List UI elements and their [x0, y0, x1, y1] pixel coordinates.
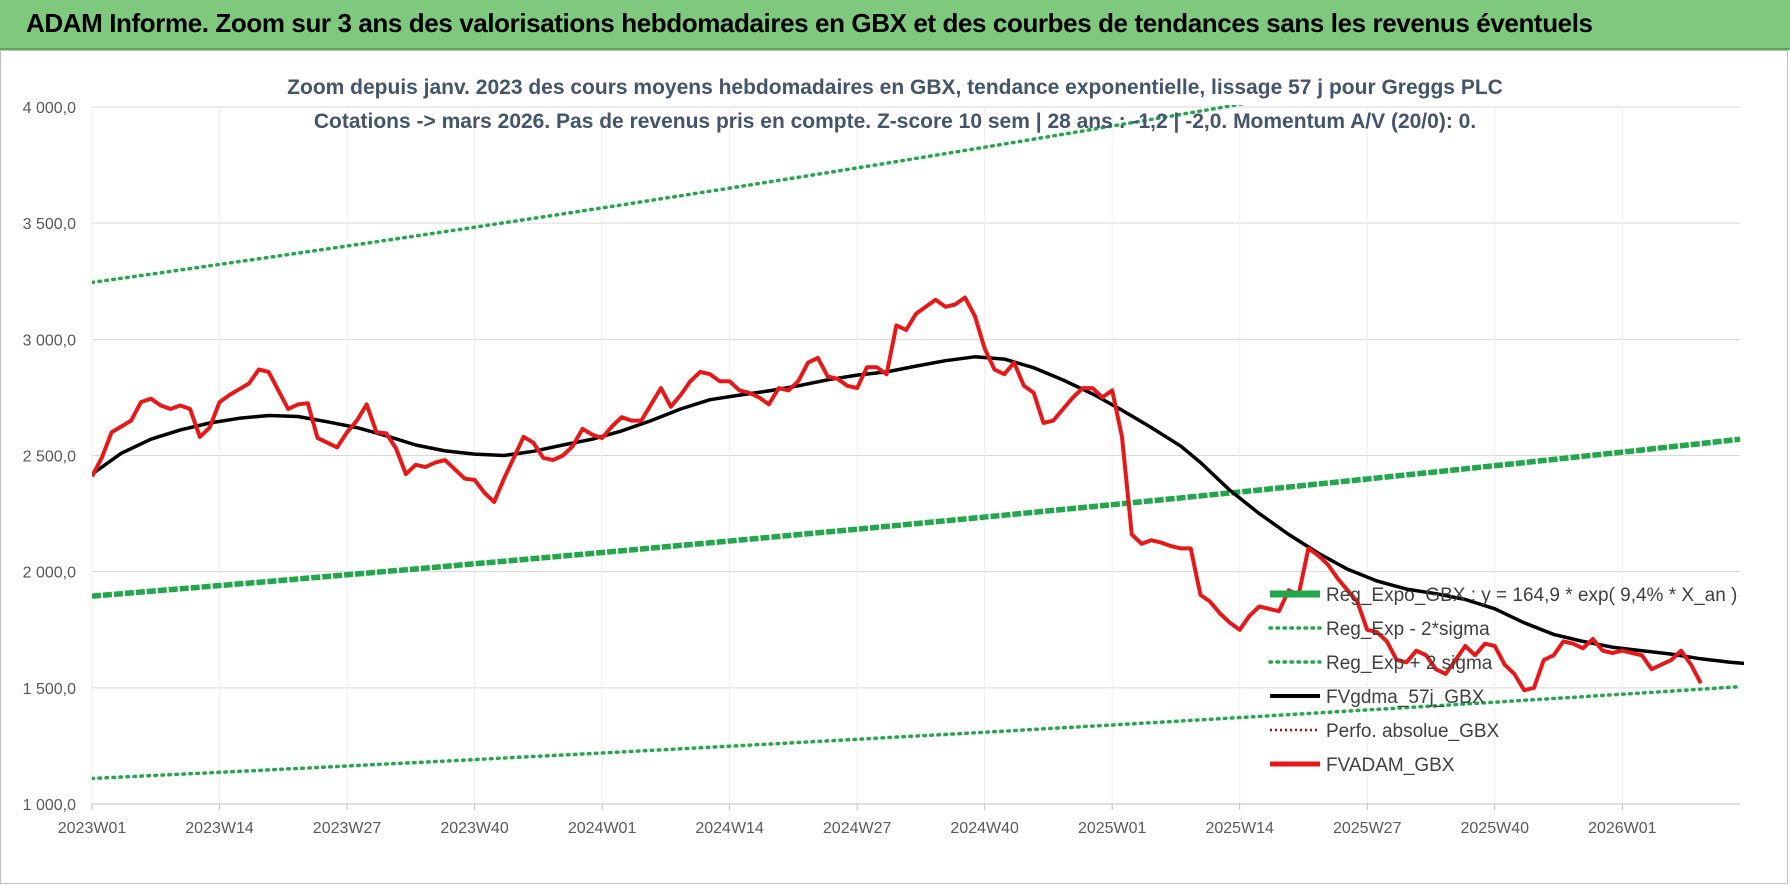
x-axis: 2023W01 2023W14 2023W27 2023W40 2024W01 2024W… [58, 803, 1740, 837]
x-tick-label: 2024W01 [568, 820, 637, 837]
x-tick-label: 2024W14 [695, 820, 764, 837]
series-reg-minus [92, 684, 1742, 781]
legend-label-fvadam: FVADAM_GBX [1326, 755, 1455, 776]
grid-lines [91, 106, 1740, 805]
chart-title-line1: Zoom depuis janv. 2023 des cours moyens … [287, 76, 1503, 99]
chart-frame [0, 50, 1788, 884]
y-tick-label: 2 000,0 [23, 565, 76, 582]
y-tick-label: 1 000,0 [23, 797, 76, 814]
legend: Reg_Expo_GBX : y = 164,9 * exp( 9,4% * X… [1268, 585, 1737, 776]
y-tick-label: 3 000,0 [23, 332, 76, 349]
x-tick-label: 2025W01 [1078, 820, 1147, 837]
legend-label-fvgdma: FVgdma_57j_GBX [1326, 687, 1485, 708]
y-tick-label: 1 500,0 [23, 681, 76, 698]
series-reg-expo [92, 436, 1741, 599]
chart-title-line2: Cotations -> mars 2026. Pas de revenus p… [314, 110, 1476, 133]
banner-title: ADAM Informe. Zoom sur 3 ans des valoris… [26, 8, 1593, 38]
y-tick-label: 3 500,0 [23, 216, 76, 233]
series-group [92, 105, 1744, 781]
y-tick-label: 2 500,0 [23, 449, 76, 466]
series-fvgdma [92, 355, 1744, 666]
legend-label-reg_minus: Reg_Exp - 2*sigma [1326, 619, 1490, 640]
y-axis: 1 000,0 1 500,0 2 000,0 2 500,0 3 000,0 3 500… [23, 100, 76, 814]
x-tick-label: 2025W27 [1333, 820, 1402, 837]
legend-label-perfo: Perfo. absolue_GBX [1326, 721, 1500, 742]
x-tick-label: 2025W40 [1461, 820, 1530, 837]
title-banner: ADAM Informe. Zoom sur 3 ans des valoris… [0, 0, 1790, 50]
x-tick-label: 2023W27 [313, 820, 382, 837]
y-tick-label: 4 000,0 [23, 100, 76, 117]
series-fvadam [92, 295, 1703, 693]
x-tick-label: 2023W40 [440, 820, 509, 837]
legend-label-reg_plus: Reg_Exp + 2 sigma [1326, 653, 1493, 674]
series-reg-plus [92, 105, 1246, 285]
x-tick-label: 2026W01 [1588, 820, 1657, 837]
x-tick-label: 2025W14 [1205, 820, 1274, 837]
x-tick-label: 2023W14 [185, 820, 254, 837]
legend-label-reg_expo: Reg_Expo_GBX : y = 164,9 * exp( 9,4% * X… [1326, 585, 1737, 606]
x-tick-label: 2024W27 [823, 820, 892, 837]
chart-titles: Zoom depuis janv. 2023 des cours moyens … [287, 76, 1503, 133]
x-tick-label: 2024W40 [950, 820, 1019, 837]
x-tick-label: 2023W01 [58, 820, 127, 837]
